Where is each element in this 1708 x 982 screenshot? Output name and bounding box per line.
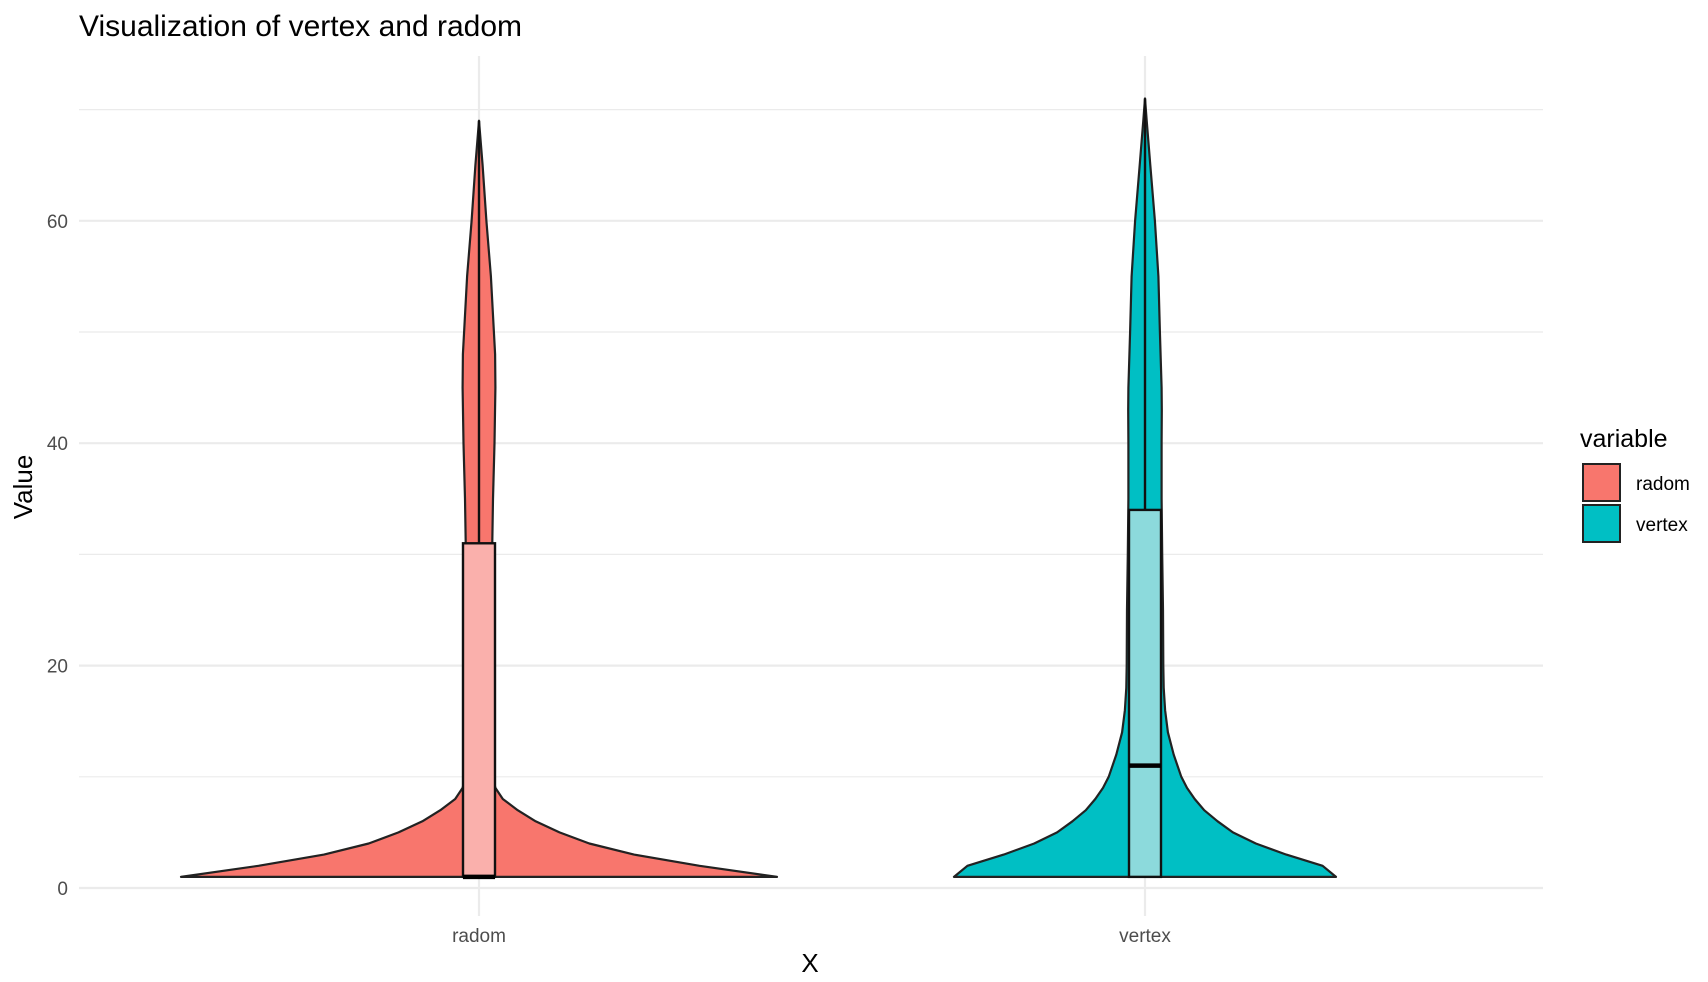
box-radom bbox=[461, 542, 497, 879]
x-tick-label: radom bbox=[452, 926, 506, 947]
plot-area bbox=[179, 97, 1338, 880]
legend-swatch-radom bbox=[1582, 463, 1621, 502]
legend-label-radom: radom bbox=[1636, 474, 1690, 495]
chart-title: Visualization of vertex and radom bbox=[79, 10, 522, 43]
x-axis-ticks: radom vertex bbox=[452, 926, 1171, 947]
grid-lines bbox=[79, 56, 1543, 916]
box-vertex bbox=[1127, 508, 1163, 879]
legend: variable radom vertex bbox=[1580, 425, 1690, 543]
y-tick-label: 0 bbox=[57, 879, 68, 900]
x-axis-title: X bbox=[801, 948, 818, 978]
legend-swatch-vertex bbox=[1582, 504, 1621, 543]
y-axis-ticks: 0 20 40 60 bbox=[47, 212, 68, 900]
x-tick-label: vertex bbox=[1119, 926, 1171, 947]
legend-label-vertex: vertex bbox=[1636, 515, 1688, 536]
legend-title: variable bbox=[1580, 425, 1668, 453]
y-axis-title: Value bbox=[8, 455, 38, 520]
y-tick-label: 60 bbox=[47, 212, 68, 233]
y-tick-label: 20 bbox=[47, 657, 68, 678]
legend-entries: radom vertex bbox=[1582, 463, 1690, 543]
y-tick-label: 40 bbox=[47, 434, 68, 455]
